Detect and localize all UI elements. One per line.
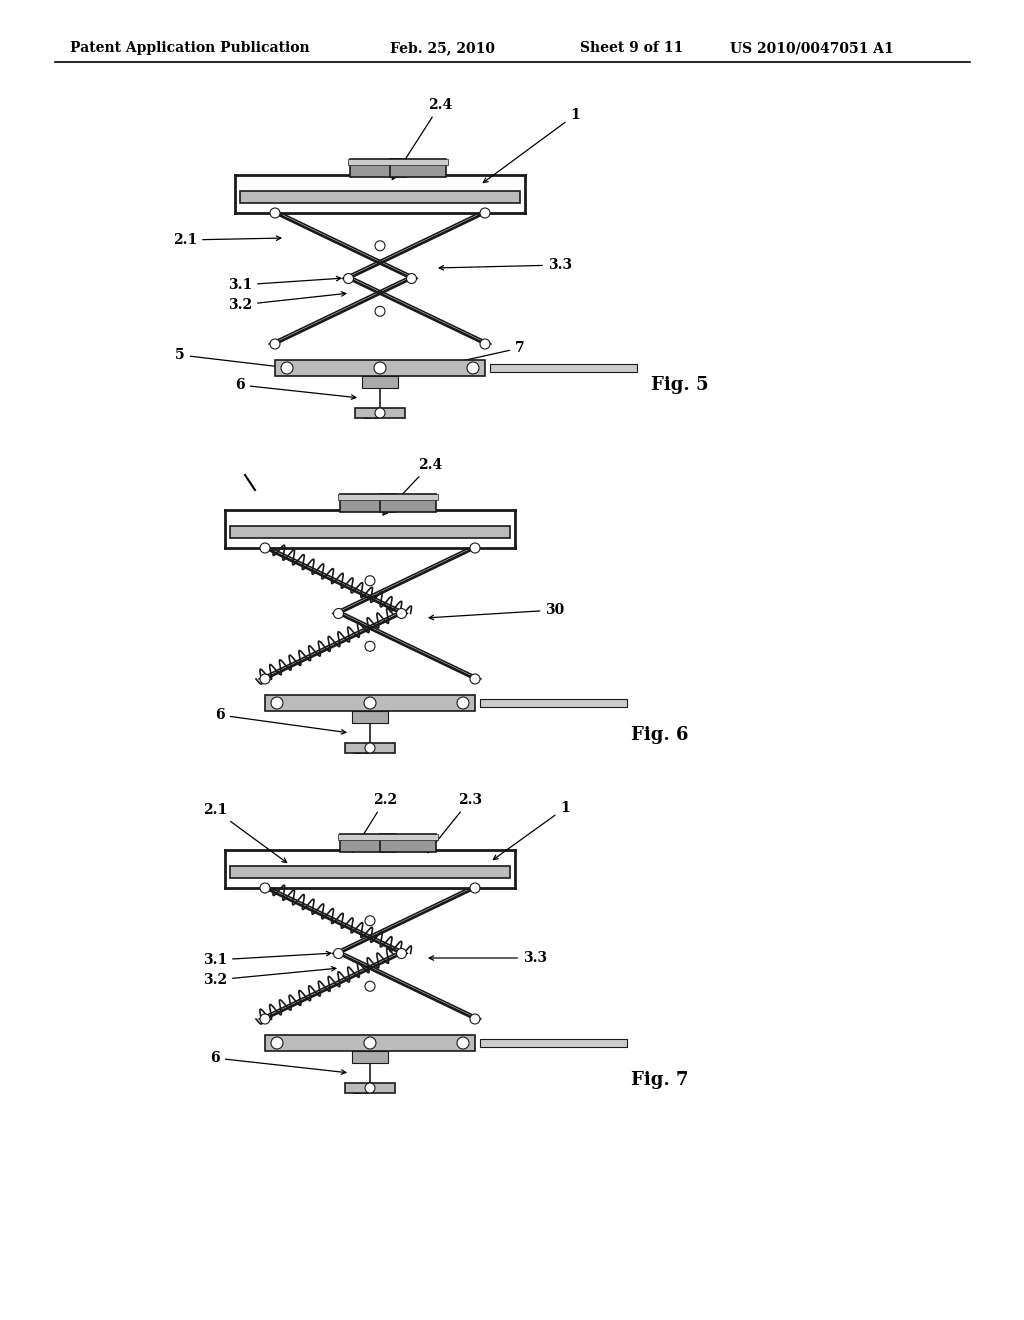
Circle shape (365, 981, 375, 991)
Circle shape (260, 543, 270, 553)
Circle shape (365, 642, 375, 651)
Circle shape (396, 609, 407, 619)
Bar (265, 1035, 475, 1051)
Bar (338, 494, 438, 500)
Bar (345, 1082, 395, 1093)
Circle shape (260, 1014, 270, 1024)
Circle shape (470, 543, 480, 553)
Bar (350, 158, 406, 177)
Text: 3.1: 3.1 (203, 952, 331, 968)
Text: Sheet 9 of 11: Sheet 9 of 11 (580, 41, 683, 55)
Circle shape (343, 273, 353, 284)
Text: 3.2: 3.2 (228, 292, 346, 312)
Bar (275, 360, 485, 376)
Text: 6: 6 (215, 708, 346, 734)
Circle shape (375, 306, 385, 317)
Bar (380, 834, 436, 851)
Bar (230, 866, 510, 878)
Bar (338, 834, 438, 840)
Bar (380, 494, 436, 512)
Bar (340, 834, 396, 851)
Bar (352, 1051, 388, 1063)
Text: 1: 1 (483, 108, 580, 182)
Circle shape (364, 1038, 376, 1049)
Text: 5: 5 (175, 348, 286, 370)
Text: 1: 1 (494, 801, 570, 859)
Circle shape (374, 362, 386, 374)
Circle shape (480, 209, 490, 218)
Bar (265, 696, 475, 711)
Text: 7: 7 (434, 341, 525, 368)
Text: 6: 6 (210, 1051, 346, 1074)
Circle shape (365, 576, 375, 586)
Circle shape (365, 743, 375, 752)
Bar (480, 1039, 627, 1047)
Circle shape (270, 209, 280, 218)
Circle shape (470, 883, 480, 894)
Text: 2.3: 2.3 (428, 793, 482, 853)
Circle shape (334, 609, 343, 619)
Text: 2.4: 2.4 (383, 458, 442, 515)
Text: Fig. 6: Fig. 6 (631, 726, 689, 744)
Bar (362, 376, 398, 388)
Circle shape (396, 949, 407, 958)
Text: US 2010/0047051 A1: US 2010/0047051 A1 (730, 41, 894, 55)
Circle shape (260, 883, 270, 894)
Circle shape (375, 408, 385, 418)
Circle shape (271, 697, 283, 709)
Circle shape (457, 1038, 469, 1049)
Bar (348, 158, 449, 165)
Text: Fig. 5: Fig. 5 (651, 376, 709, 393)
Text: 2.1: 2.1 (173, 234, 281, 247)
Bar (345, 743, 395, 752)
Circle shape (365, 1082, 375, 1093)
Circle shape (365, 916, 375, 925)
Circle shape (334, 949, 343, 958)
Bar (355, 408, 406, 418)
Bar (340, 494, 396, 512)
Bar (230, 525, 510, 539)
Text: Fig. 7: Fig. 7 (631, 1071, 689, 1089)
Text: 6: 6 (236, 378, 356, 399)
Circle shape (470, 675, 480, 684)
Circle shape (375, 240, 385, 251)
Circle shape (470, 1014, 480, 1024)
Circle shape (457, 697, 469, 709)
Circle shape (281, 362, 293, 374)
Bar (352, 711, 388, 723)
Text: Feb. 25, 2010: Feb. 25, 2010 (390, 41, 495, 55)
Text: Patent Application Publication: Patent Application Publication (70, 41, 309, 55)
Text: 3.3: 3.3 (439, 257, 572, 272)
Bar (490, 364, 637, 372)
Circle shape (260, 675, 270, 684)
Text: 29: 29 (352, 743, 372, 756)
Circle shape (407, 273, 417, 284)
Circle shape (271, 1038, 283, 1049)
Text: 29: 29 (352, 1082, 372, 1097)
Bar (240, 191, 520, 203)
Bar (390, 158, 446, 177)
Text: 2.4: 2.4 (392, 98, 453, 180)
Text: 3.2: 3.2 (203, 966, 336, 987)
Text: 2.2: 2.2 (352, 793, 397, 853)
Circle shape (480, 339, 490, 348)
Bar (480, 700, 627, 708)
Circle shape (467, 362, 479, 374)
Text: 29: 29 (362, 408, 382, 422)
Text: 3.3: 3.3 (429, 950, 547, 965)
Circle shape (270, 339, 280, 348)
Circle shape (364, 697, 376, 709)
Text: 3.1: 3.1 (228, 276, 341, 292)
Text: 2.1: 2.1 (203, 803, 287, 862)
Text: 30: 30 (429, 603, 564, 619)
